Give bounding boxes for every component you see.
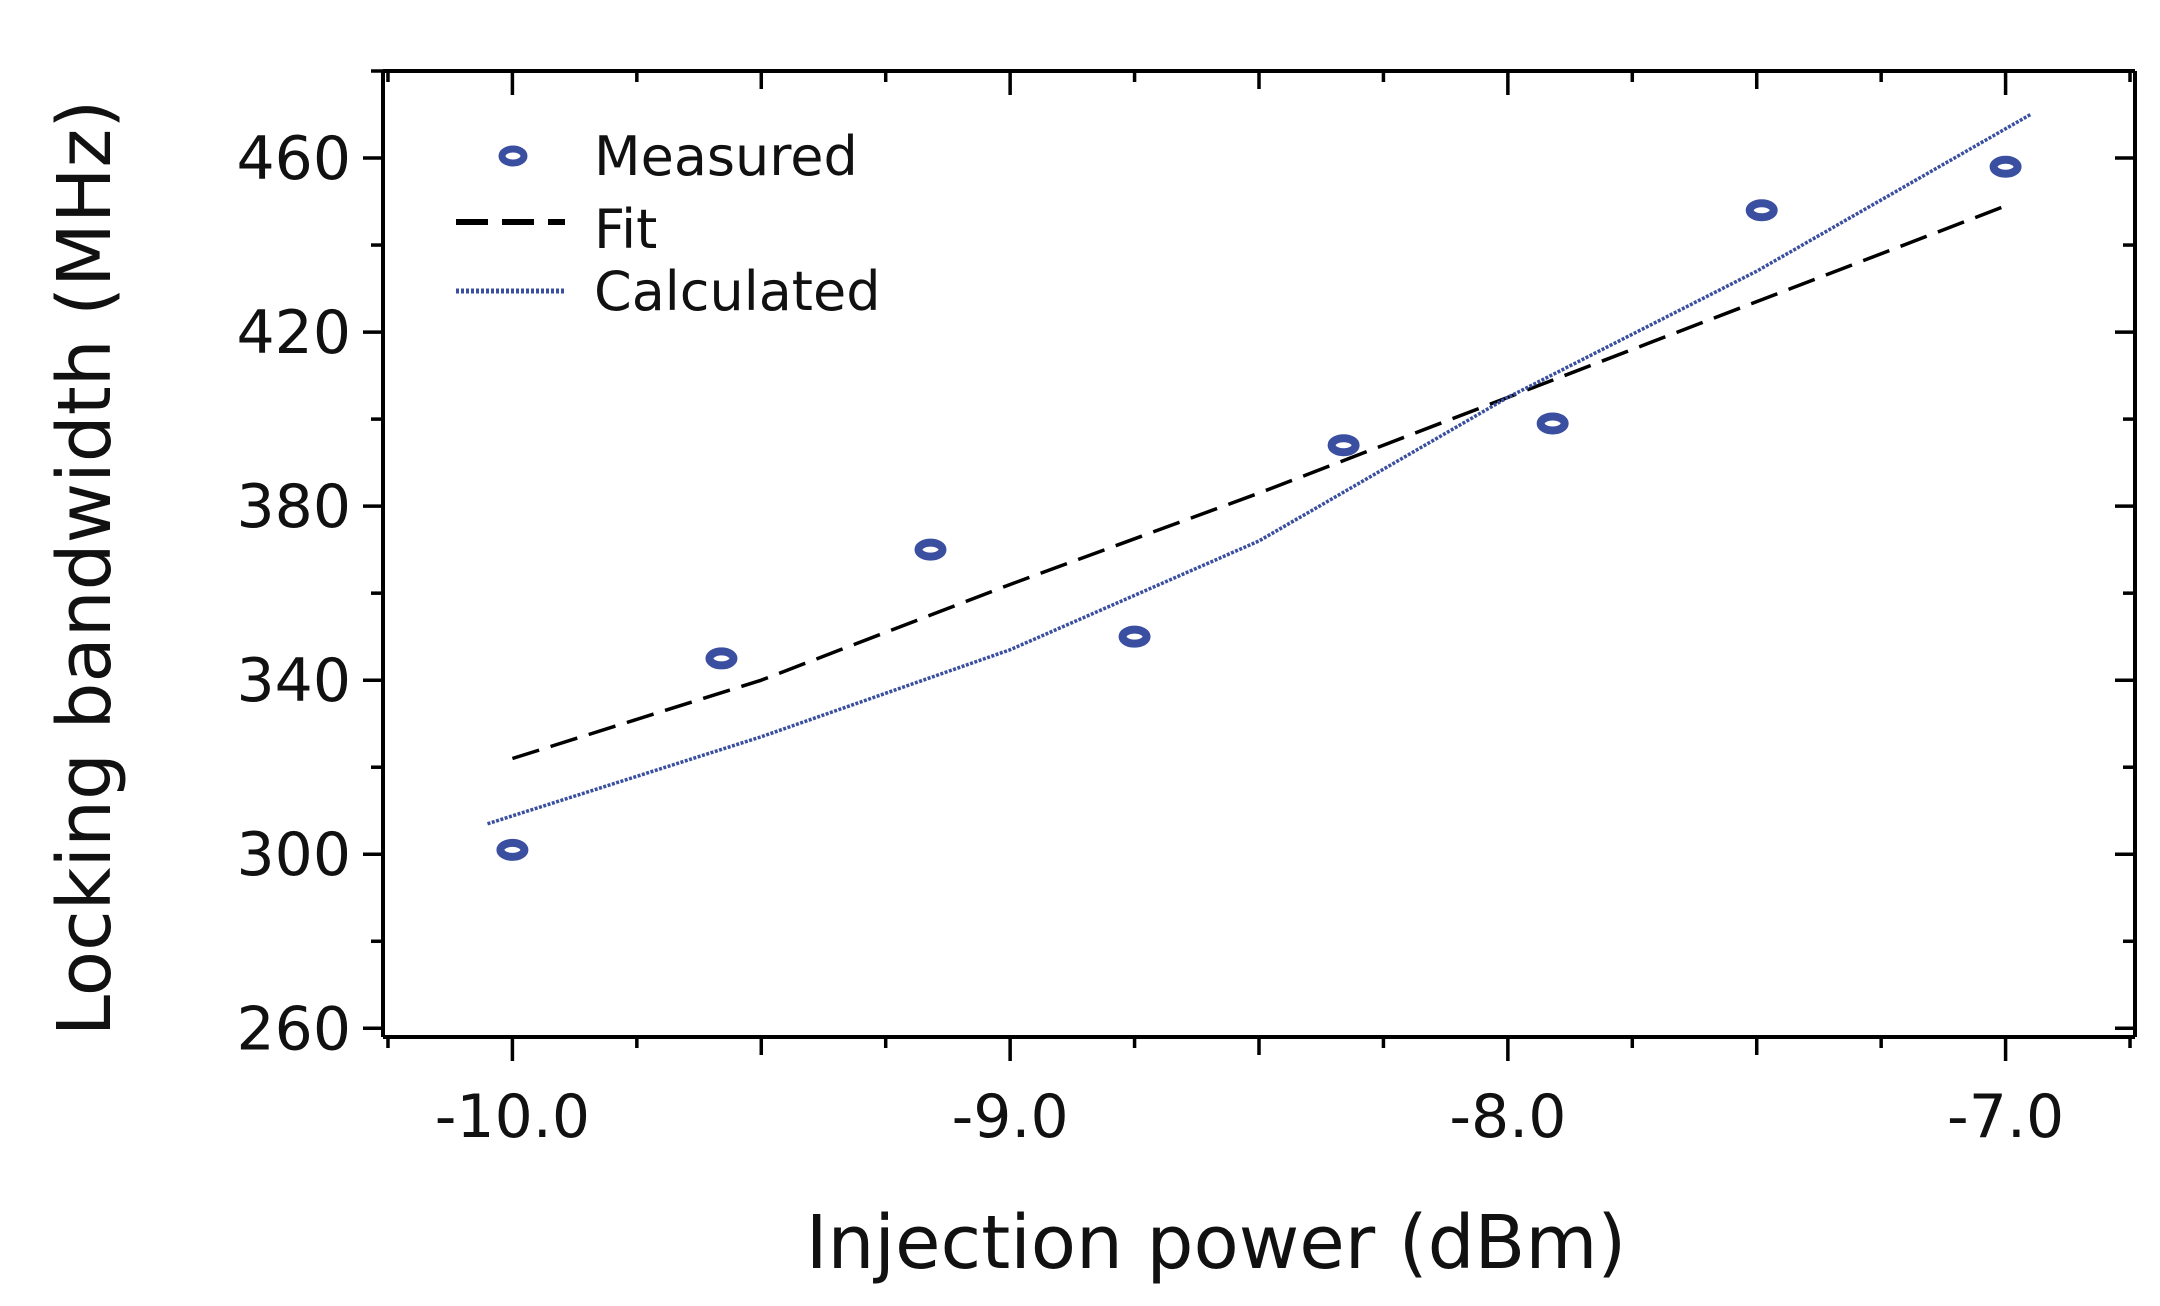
y-tick-label: 300 — [236, 820, 351, 890]
x-tick-label: -9.0 — [952, 1082, 1069, 1152]
fit-line — [511, 204, 2007, 761]
legend-measured-marker — [498, 145, 528, 167]
y-tick-label: 420 — [236, 298, 351, 368]
x-tick-label: -8.0 — [1449, 1082, 1566, 1152]
series-calculated — [486, 112, 2032, 826]
legend: Measured Fit Calculated — [456, 125, 880, 323]
calculated-line — [486, 112, 2032, 826]
y-tick-label: 260 — [236, 994, 351, 1064]
measured-point — [1989, 155, 2022, 178]
series-measured — [496, 155, 2022, 861]
y-tick-label: 460 — [236, 124, 351, 194]
x-tick-label: -7.0 — [1947, 1082, 2064, 1152]
series-fit — [511, 204, 2007, 761]
y-tick-label: 380 — [236, 472, 351, 542]
measured-point — [914, 538, 947, 561]
x-tick-label: -10.0 — [435, 1082, 590, 1152]
measured-point — [1118, 625, 1151, 648]
legend-measured-label: Measured — [594, 125, 858, 188]
measured-point — [1327, 434, 1360, 457]
measured-point — [705, 647, 738, 670]
measured-point — [1536, 412, 1569, 435]
x-axis-title: Injection power (dBm) — [806, 1200, 1627, 1286]
measured-point — [496, 838, 529, 861]
y-tick-label: 340 — [236, 646, 351, 716]
ticks: -10.0 -9.0 -8.0 -7.0 260 300 340 380 420 460 — [236, 69, 2135, 1152]
legend-calculated-label: Calculated — [594, 260, 880, 323]
y-axis-title: Locking bandwidth (MHz) — [42, 100, 128, 1036]
measured-point — [1745, 199, 1778, 222]
legend-fit-label: Fit — [594, 198, 657, 261]
